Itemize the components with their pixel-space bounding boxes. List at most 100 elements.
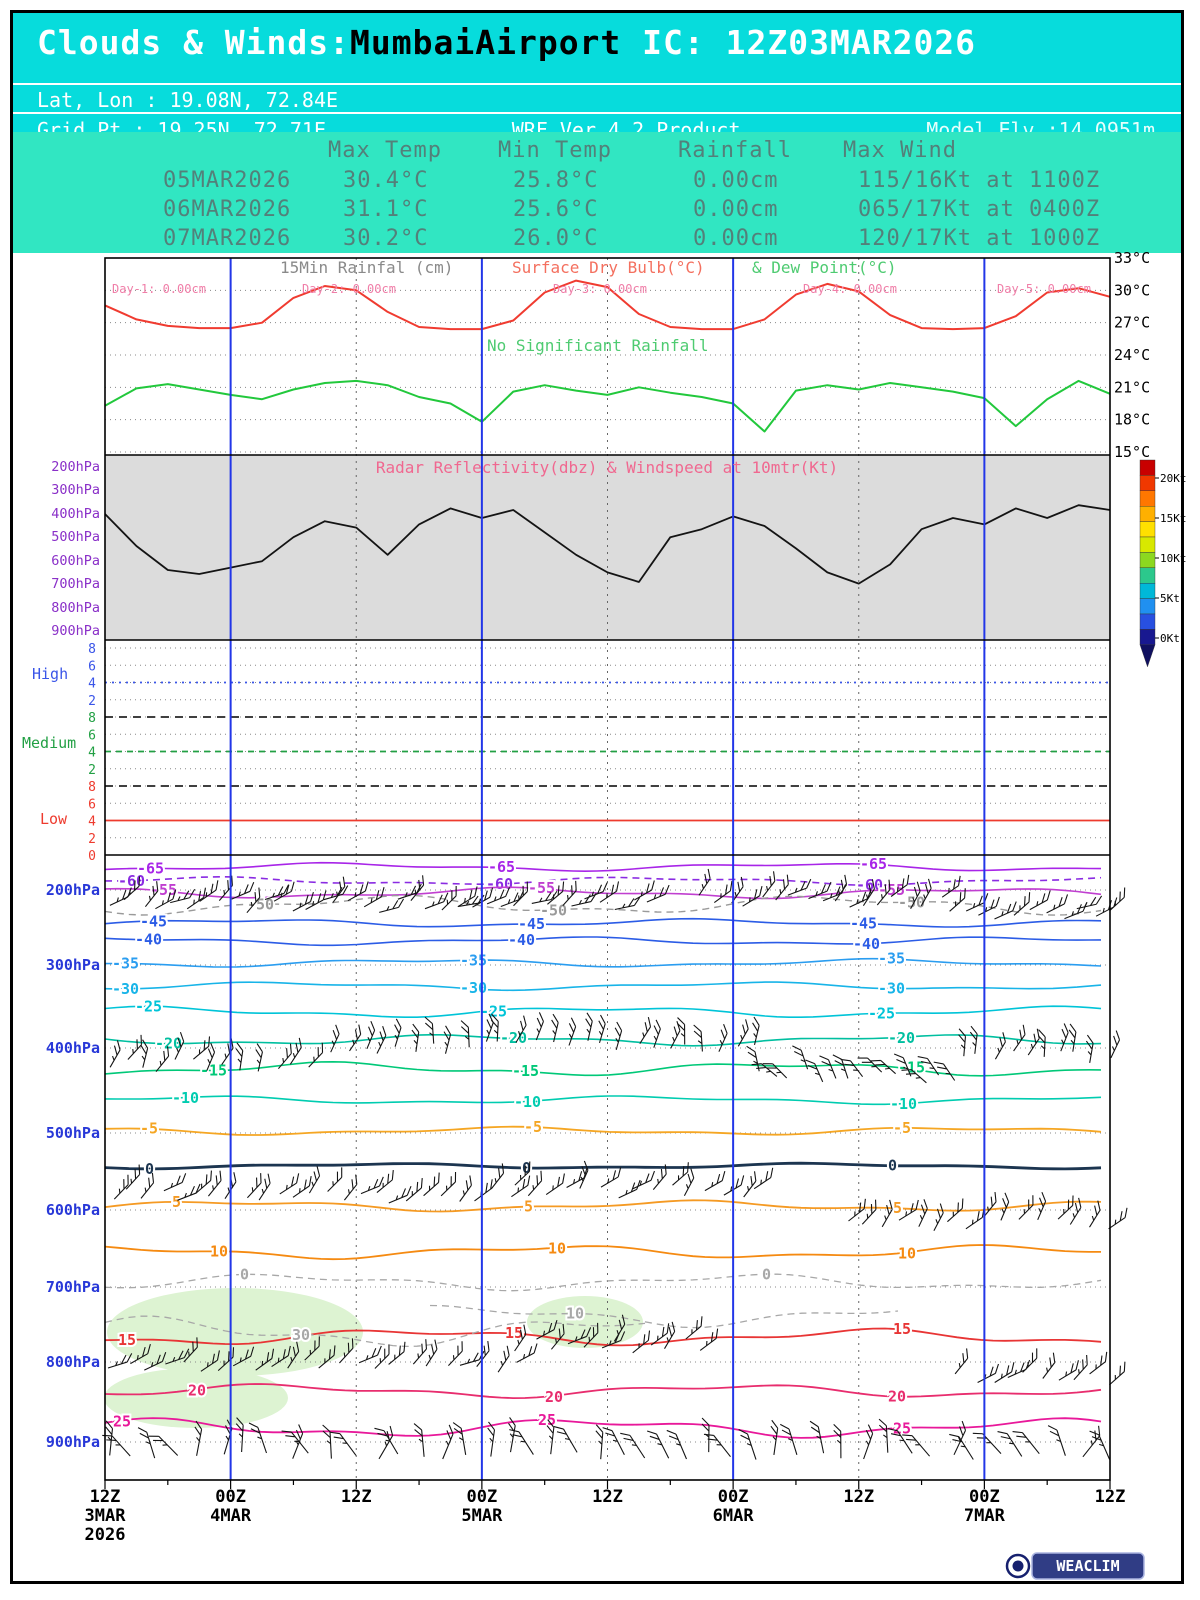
wind-barb (571, 892, 597, 907)
wind-barb (887, 1428, 913, 1454)
radar-pressure-label: 500hPa (51, 529, 100, 545)
wind-barb (217, 1347, 235, 1372)
cloud-tick-label: 8 (88, 780, 96, 795)
wind-barb (550, 1323, 565, 1350)
wind-barb (332, 876, 346, 903)
contour-label: -60 (486, 875, 513, 893)
wind-barb (412, 1339, 427, 1365)
contour--50 (104, 894, 1102, 916)
wind-barb (1047, 1425, 1066, 1456)
wind-barb (358, 1345, 382, 1364)
wind-barb (144, 881, 159, 908)
surface-panel-title: Surface Dry Bulb(°C) (512, 258, 705, 277)
time-tick-label: 00Z (467, 1487, 498, 1507)
wind-barb (840, 1058, 864, 1078)
contour-label: 20 (888, 1387, 906, 1405)
colorbar-segment (1139, 613, 1156, 630)
pressure-axis-label: 800hPa (46, 1353, 100, 1371)
colorbar-segment (1139, 459, 1156, 476)
wind-barb (379, 898, 405, 913)
wind-barb (568, 1017, 577, 1046)
wind-barb (1082, 1425, 1101, 1458)
wind-barb (424, 892, 449, 910)
colorbar-label: 15Kt (1160, 512, 1187, 525)
forecast-row: 05MAR2026 30.4°C 25.8°C 0.00cm 115/16Kt at 1… (13, 166, 1181, 195)
init-condition: IC: 12Z03MAR2026 (621, 23, 977, 62)
colorbar-label: 5Kt (1160, 592, 1180, 605)
contour-label: -20 (155, 1034, 182, 1052)
wind-barb (292, 1424, 304, 1459)
forecast-max_wind: 065/17Kt at 0400Z (858, 197, 1101, 222)
wind-barb (978, 896, 1000, 916)
wind-barb (127, 1034, 142, 1060)
wind-barb (413, 1423, 425, 1457)
wind-barb (997, 1431, 1023, 1457)
contour-label: -30 (112, 980, 139, 998)
wind-barb (805, 1059, 824, 1083)
date-tick-label: 3MAR (85, 1506, 127, 1526)
day-rain-label: Day-5: 0.00cm (997, 282, 1091, 296)
wind-barb (199, 880, 219, 902)
cloud-tick-label: 2 (88, 763, 96, 778)
wind-barb (917, 1056, 940, 1076)
forecast-min_temp: 25.6°C (513, 197, 599, 222)
contour-label: -20 (888, 1029, 915, 1047)
wind-barb (965, 1207, 985, 1230)
cloud-tick-label: 4 (88, 815, 96, 830)
wind-barb (958, 1028, 967, 1057)
wind-barb (1022, 1348, 1038, 1373)
wind-barb (701, 1417, 710, 1453)
cloud-tick-label: 4 (88, 746, 96, 761)
wind-barb (547, 881, 565, 905)
contour-label: -65 (488, 858, 515, 876)
wind-barb (751, 1063, 778, 1077)
wind-barb (1089, 1351, 1108, 1375)
forecast-rainfall: 0.00cm (693, 197, 779, 222)
wind-barb (832, 1054, 849, 1079)
rh-shading (104, 1368, 288, 1428)
contour-label: -25 (868, 1005, 895, 1023)
wind-barb (376, 1026, 387, 1054)
wind-barb (762, 871, 776, 898)
wind-barb (566, 1168, 588, 1188)
wind-barb (833, 1423, 842, 1459)
wind-barb (890, 874, 910, 897)
forecast-max_temp: 30.2°C (343, 226, 429, 251)
title-row: Clouds & Winds:MumbaiAirport IC: 12Z03MA… (13, 13, 1181, 85)
radar-pressure-label: 900hPa (51, 623, 100, 639)
wind-barb (595, 1424, 604, 1460)
wind-barb (183, 1337, 198, 1363)
contour-label: -10 (890, 1095, 917, 1113)
wind-barb (235, 1042, 244, 1071)
logo-text: WEACLIM (1056, 1557, 1119, 1575)
contour-label: -65 (137, 859, 164, 877)
contour-label: 5 (893, 1199, 902, 1217)
series-dew_point (104, 379, 1111, 433)
wind-barb (513, 881, 528, 907)
forecast-date: 06MAR2026 (163, 197, 292, 222)
year-tick-label: 2026 (85, 1525, 126, 1545)
wind-barb (490, 1013, 499, 1042)
wind-barb (155, 889, 177, 910)
pressure-axis-label: 600hPa (46, 1201, 100, 1219)
wind-barb (327, 1167, 343, 1192)
colorbar-segment (1139, 521, 1156, 538)
gridlines (105, 257, 1110, 1480)
wind-barb (497, 1345, 510, 1373)
radar-panel-title: Radar Reflectivity(dbz) & Windspeed at 1… (376, 458, 838, 477)
wind-barb (255, 1043, 263, 1072)
wind-barb (878, 1418, 889, 1453)
wind-barb (516, 1343, 538, 1363)
wind-barb (901, 1069, 927, 1084)
temp-axis-label: 27°C (1114, 314, 1150, 332)
wind-barb (787, 878, 812, 896)
forecast-min_temp: 25.8°C (513, 168, 599, 193)
wind-barb (1012, 1430, 1040, 1455)
wind-barb (174, 1031, 185, 1060)
time-tick-label: 12Z (843, 1487, 874, 1507)
wind-barb (1085, 1034, 1094, 1063)
wind-barb (374, 1344, 390, 1369)
radar-pressure-label: 400hPa (51, 506, 100, 522)
wind-barb (862, 879, 875, 907)
